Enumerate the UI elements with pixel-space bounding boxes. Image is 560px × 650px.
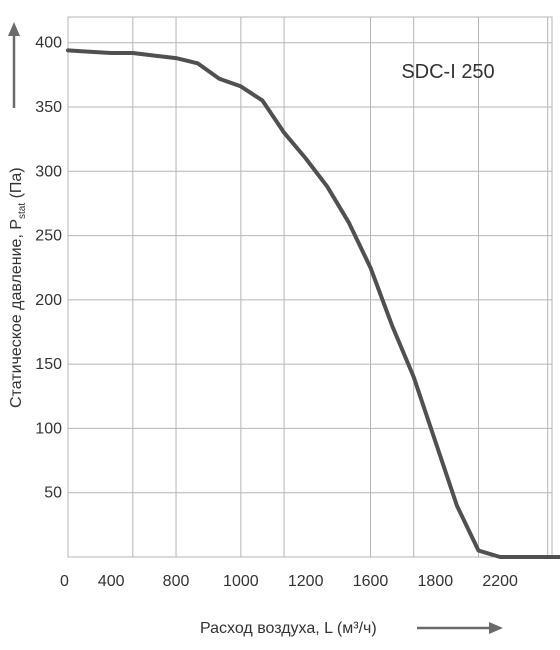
series-line xyxy=(66,48,560,559)
y-tick-label: 300 xyxy=(35,163,62,180)
y-tick-label: 250 xyxy=(35,228,62,245)
plot-frame xyxy=(67,16,553,558)
y-axis-arrow xyxy=(8,22,20,108)
y-tick-label: 400 xyxy=(35,35,62,52)
x-axis-title: Расход воздуха, L (м³/ч) xyxy=(200,620,377,637)
y-axis-title-main: Статическое давление, P xyxy=(8,219,25,408)
x-tick-label: 1600 xyxy=(353,573,389,590)
y-tick-label: 50 xyxy=(44,485,62,502)
x-tick-label: 400 xyxy=(98,573,125,590)
x-axis-arrow xyxy=(417,622,503,634)
x-tick-label: 0 xyxy=(60,573,69,590)
y-axis-title-sub: stat xyxy=(17,203,28,219)
x-tick-label: 1200 xyxy=(288,573,324,590)
y-tick-labels: 50 100 150 200 250 300 350 400 xyxy=(35,35,62,502)
x-tick-label: 800 xyxy=(163,573,190,590)
y-axis-title: Статическое давление, Pstat (Па) xyxy=(8,167,28,408)
series-name-label: SDC-I 250 xyxy=(401,61,494,83)
x-tick-label: 1800 xyxy=(418,573,454,590)
y-tick-label: 350 xyxy=(35,99,62,116)
y-axis-title-unit: (Па) xyxy=(8,167,25,203)
grid xyxy=(67,16,553,558)
y-tick-label: 200 xyxy=(35,292,62,309)
x-tick-label: 2200 xyxy=(482,573,518,590)
y-tick-label: 150 xyxy=(35,356,62,373)
x-tick-labels: 0 400 800 1000 1200 1600 1800 2200 xyxy=(60,573,518,590)
y-tick-label: 100 xyxy=(35,420,62,437)
series-layer xyxy=(66,48,560,559)
x-tick-label: 1000 xyxy=(223,573,259,590)
